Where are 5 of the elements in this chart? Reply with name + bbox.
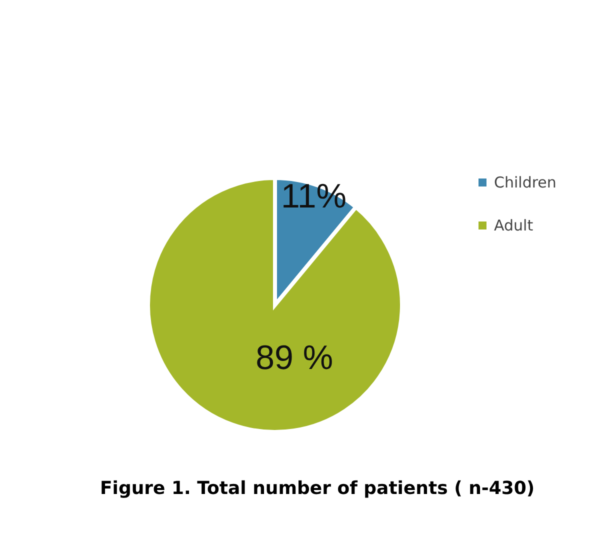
data-label: 89 % — [256, 338, 334, 377]
data-label: 11% — [280, 177, 346, 216]
legend-label: Children — [494, 174, 556, 192]
text: Figure 1. Total number of patients ( n-430) — [100, 478, 535, 499]
legend-label: Adult — [494, 216, 534, 234]
